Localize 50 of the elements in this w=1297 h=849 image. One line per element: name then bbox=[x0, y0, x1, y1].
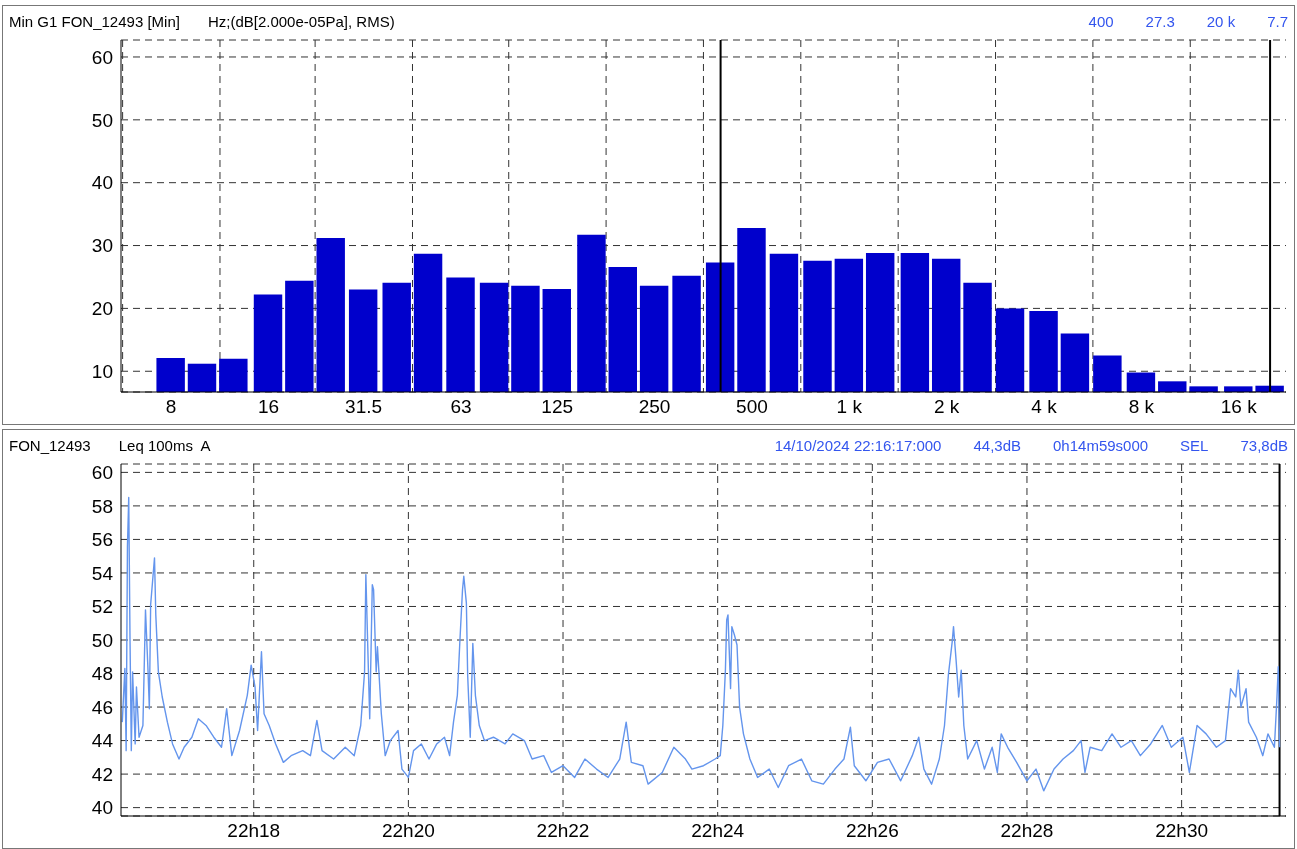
x-tick-label: 4 k bbox=[1031, 396, 1058, 418]
x-tick-label: 8 bbox=[165, 396, 177, 418]
y-tick-label: 48 bbox=[91, 663, 113, 685]
y-tick-label: 54 bbox=[91, 562, 114, 584]
text: 44,3dB bbox=[973, 436, 1022, 454]
text: 27.3 bbox=[1145, 12, 1175, 30]
x-tick-label: 125 bbox=[541, 396, 574, 418]
x-tick-label: 500 bbox=[736, 396, 768, 418]
text: SEL bbox=[1180, 436, 1209, 454]
x-tick-label: 22h24 bbox=[691, 820, 745, 842]
y-tick-label: 60 bbox=[91, 46, 113, 68]
chart-title: FON_12493 bbox=[9, 436, 91, 454]
y-tick-label: 60 bbox=[91, 462, 113, 484]
line-series bbox=[121, 496, 1281, 792]
y-tick-label: 40 bbox=[91, 172, 113, 194]
text: 0h14m59s000 bbox=[1053, 436, 1149, 454]
x-tick-label: 22h20 bbox=[381, 820, 435, 842]
text: 73,8dB bbox=[1240, 436, 1288, 454]
y-tick-label: 20 bbox=[91, 298, 113, 320]
chart-subtitle: Hz;(dB[2.000e-05Pa], RMS) bbox=[207, 12, 395, 30]
y-tick-label: 10 bbox=[91, 361, 113, 382]
y-tick-label: 56 bbox=[91, 529, 113, 551]
x-tick-label: 1 k bbox=[836, 396, 863, 418]
y-tick-label: 50 bbox=[91, 109, 113, 131]
x-tick-label: 22h18 bbox=[227, 820, 281, 842]
x-tick-label: 63 bbox=[450, 396, 472, 418]
chart-subtitle: Leq 100ms A bbox=[118, 436, 211, 454]
chart-title: Min G1 FON_12493 [Min] bbox=[9, 12, 180, 30]
text: 7.7 bbox=[1267, 12, 1288, 30]
x-tick-label: 31.5 bbox=[345, 396, 383, 418]
y-tick-label: 44 bbox=[91, 730, 114, 752]
y-tick-label: 40 bbox=[91, 797, 113, 819]
x-tick-label: 22h26 bbox=[845, 820, 899, 842]
x-tick-label: 8 k bbox=[1128, 396, 1155, 418]
x-tick-label: 2 k bbox=[933, 396, 960, 418]
x-tick-label: 22h28 bbox=[1000, 820, 1054, 842]
x-tick-label: 22h22 bbox=[536, 820, 590, 842]
y-tick-label: 52 bbox=[91, 596, 113, 618]
y-tick-label: 46 bbox=[91, 696, 113, 718]
x-tick-label: 22h30 bbox=[1155, 820, 1209, 842]
text: 400 bbox=[1088, 12, 1114, 30]
x-tick-label: 16 bbox=[257, 396, 280, 418]
x-tick-label: 16 k bbox=[1220, 396, 1258, 418]
text: 20 k bbox=[1206, 12, 1236, 30]
y-tick-label: 50 bbox=[91, 629, 113, 651]
y-tick-label: 42 bbox=[91, 763, 113, 785]
y-tick-label: 30 bbox=[91, 235, 113, 257]
x-tick-label: 250 bbox=[638, 396, 671, 418]
text: 14/10/2024 22:16:17:000 bbox=[774, 436, 942, 454]
y-tick-label: 58 bbox=[91, 495, 113, 517]
